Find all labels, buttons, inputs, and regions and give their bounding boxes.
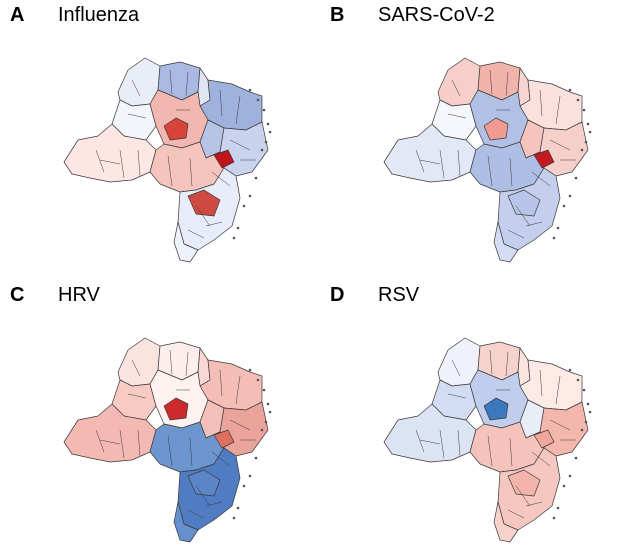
- coastal-islands: [232, 368, 272, 520]
- region-north-center-right: [197, 347, 211, 387]
- panel-title: HRV: [58, 284, 100, 306]
- choropleth-map: [63, 57, 272, 263]
- region-center-hotspot: [483, 117, 509, 141]
- region-south-tip: [493, 221, 519, 263]
- panel-d: D RSV: [320, 280, 640, 560]
- panel-b: B SARS-CoV-2: [320, 0, 640, 280]
- coastal-islands: [552, 88, 592, 240]
- district-borders: [415, 69, 576, 239]
- region-center-hotspot: [163, 397, 189, 421]
- region-east-coast: [539, 121, 589, 177]
- region-south-hotspot: [507, 469, 541, 497]
- district-borders: [95, 69, 256, 239]
- region-south-tip: [173, 501, 199, 543]
- panel-title: Influenza: [58, 4, 140, 26]
- region-east-hotspot: [533, 149, 555, 169]
- coastal-islands: [552, 368, 592, 520]
- coastal-islands: [232, 88, 272, 240]
- region-south-tip: [493, 501, 519, 543]
- region-center: [469, 369, 529, 429]
- region-east-hotspot: [213, 429, 235, 449]
- district-borders: [415, 349, 576, 519]
- region-east-hotspot: [533, 429, 555, 449]
- choropleth-map: [383, 57, 592, 263]
- region-south-hotspot: [187, 189, 221, 217]
- region-east-coast: [219, 401, 269, 457]
- region-south-hotspot: [187, 469, 221, 497]
- panel-a: A Influenza: [0, 0, 320, 280]
- region-center: [149, 89, 209, 149]
- panel-letter: A: [10, 4, 25, 26]
- panel-letter: C: [10, 284, 25, 306]
- region-south-hotspot: [507, 189, 541, 217]
- district-borders: [95, 349, 256, 519]
- region-east-coast: [539, 401, 589, 457]
- region-center: [469, 89, 529, 149]
- region-east-coast: [219, 121, 269, 177]
- panel-title: RSV: [378, 284, 420, 306]
- panel-letter: D: [330, 284, 345, 306]
- region-center: [149, 369, 209, 429]
- panel-title: SARS-CoV-2: [378, 4, 495, 26]
- region-south-tip: [173, 221, 199, 263]
- region-north-center-right: [197, 67, 211, 107]
- region-north-center-right: [517, 67, 531, 107]
- panel-c: C HRV: [0, 280, 320, 560]
- region-center-hotspot: [483, 397, 509, 421]
- region-east-hotspot: [213, 149, 235, 169]
- region-north-center-right: [517, 347, 531, 387]
- panel-letter: B: [330, 4, 345, 26]
- choropleth-map: [383, 337, 592, 543]
- choropleth-map: [63, 337, 272, 543]
- region-center-hotspot: [163, 117, 189, 141]
